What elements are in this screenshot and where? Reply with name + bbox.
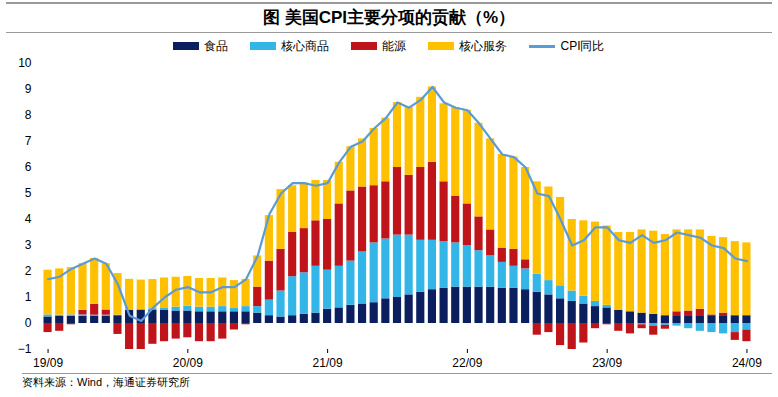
svg-text:6: 6	[25, 160, 32, 174]
svg-text:1: 1	[25, 290, 32, 304]
svg-text:5: 5	[25, 186, 32, 200]
svg-text:8: 8	[25, 108, 32, 122]
html-text:核心服务: 核心服务	[459, 38, 508, 53]
svg-text:22/09: 22/09	[452, 356, 482, 370]
svg-text:9: 9	[25, 82, 32, 96]
svg-text:21/09: 21/09	[313, 356, 343, 370]
html-text:食品: 食品	[204, 38, 229, 53]
svg-text:2: 2	[25, 264, 32, 278]
html-text:核心商品: 核心商品	[281, 38, 330, 53]
svg-text:10: 10	[18, 56, 32, 70]
html-text:资料来源：Wind，海通证券研究所: 资料来源：Wind，海通证券研究所	[22, 376, 191, 388]
html-text:能源: 能源	[382, 38, 407, 53]
svg-text:23/09: 23/09	[592, 356, 622, 370]
svg-text:3: 3	[25, 238, 32, 252]
svg-text:20/09: 20/09	[173, 356, 203, 370]
html-text:图 美国CPI主要分项的贡献（%）: 图 美国CPI主要分项的贡献（%）	[262, 8, 516, 27]
svg-text:24/09: 24/09	[732, 356, 762, 370]
svg-text:19/09: 19/09	[33, 356, 63, 370]
svg-text:4: 4	[25, 212, 32, 226]
svg-text:−1: −1	[18, 342, 32, 356]
svg-text:0: 0	[25, 316, 32, 330]
svg-text:7: 7	[25, 134, 32, 148]
html-text:CPI同比: CPI同比	[560, 38, 605, 53]
